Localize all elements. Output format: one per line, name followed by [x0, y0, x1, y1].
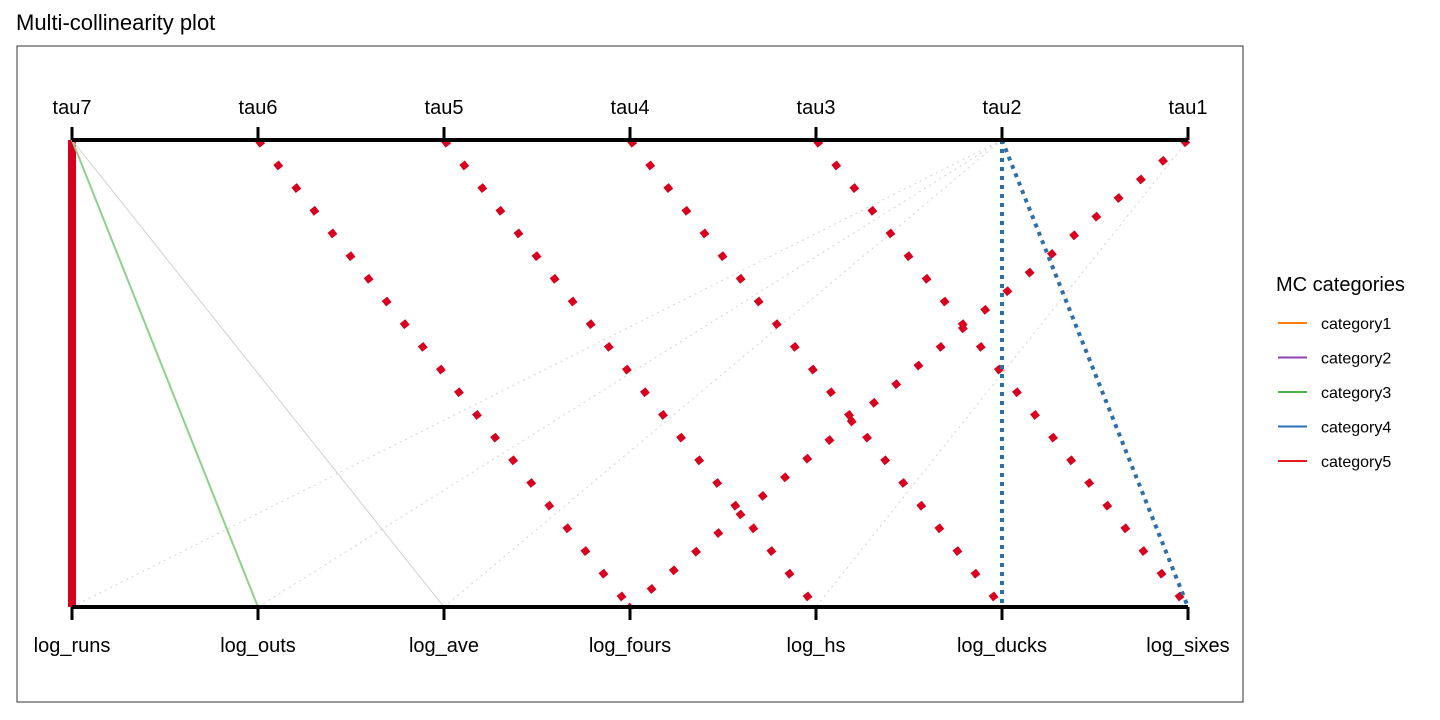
connection-tau6-log_fours: [255, 137, 633, 610]
legend: MC categories category1 category2 category…: [1276, 274, 1405, 471]
panel-border: [16, 45, 1244, 703]
bottom-tick-label: log_runs: [34, 635, 111, 657]
connection-tau7-log_ave: [71, 139, 445, 608]
bottom-tick-label: log_ave: [409, 635, 479, 657]
top-tick-label: tau1: [1169, 97, 1208, 119]
bottom-tick-label: log_outs: [220, 635, 296, 657]
bottom-tick-label: log_hs: [787, 635, 846, 657]
bottom-tick-label: log_ducks: [957, 635, 1047, 657]
connection-tau2-log_runs: [71, 139, 1003, 608]
connection-tau3-log_sixes: [813, 137, 1191, 610]
top-tick-label: tau6: [239, 97, 278, 119]
legend-title: MC categories: [1276, 274, 1405, 296]
axes: tau7 tau6 tau5 tau4 tau3 tau2 tau1 log_runs log_…: [34, 97, 1230, 657]
connection-lines: [68, 137, 1191, 610]
top-tick-label: tau3: [797, 97, 836, 119]
bottom-tick-label: log_fours: [589, 635, 671, 657]
legend-label-category3: category3: [1321, 385, 1391, 402]
connection-tau2-log_ave: [443, 139, 1003, 608]
top-tick-label: tau4: [611, 97, 650, 119]
legend-label-category4: category4: [1321, 420, 1391, 437]
connection-tau4-log_ducks: [627, 137, 1005, 610]
top-tick-label: tau5: [425, 97, 464, 119]
connection-tau1-log_fours: [627, 137, 1191, 610]
top-tick-label: tau2: [983, 97, 1022, 119]
bottom-tick-label: log_sixes: [1146, 635, 1229, 657]
connection-tau2-log_outs: [257, 139, 1003, 608]
legend-label-category5: category5: [1321, 454, 1391, 471]
legend-label-category1: category1: [1321, 316, 1391, 333]
connection-tau2-log_sixes: [1000, 139, 1190, 608]
connection-tau7-log_outs: [71, 139, 259, 608]
connection-tau5-log_hs: [441, 137, 819, 610]
chart-title: Multi-collinearity plot: [16, 10, 215, 35]
legend-label-category2: category2: [1321, 351, 1391, 368]
top-tick-label: tau7: [53, 97, 92, 119]
